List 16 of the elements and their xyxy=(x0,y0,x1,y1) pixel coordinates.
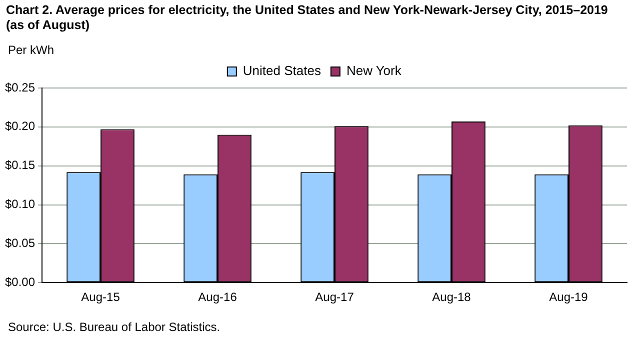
y-tick-label: $0.00 xyxy=(5,274,36,289)
y-tick-label: $0.25 xyxy=(5,80,36,94)
y-axis-title: Per kWh xyxy=(8,43,54,57)
x-tick-label: Aug-16 xyxy=(198,290,238,304)
legend-label: United States xyxy=(242,63,322,78)
x-tick-label: Aug-17 xyxy=(315,290,354,304)
y-tick-label: $0.15 xyxy=(5,158,36,172)
chart-title: Chart 2. Average prices for electricity, the United States and New York-Newark-Jersey City, 2015–2019 (as of August) xyxy=(6,3,609,33)
y-tick-label: $0.05 xyxy=(5,236,36,250)
x-tick-label: Aug-15 xyxy=(81,290,120,304)
x-tick-label: Aug-19 xyxy=(549,290,588,304)
y-tick-label: $0.10 xyxy=(5,197,36,212)
x-tick-label: Aug-18 xyxy=(432,290,472,304)
source-note: Source: U.S. Bureau of Labor Statistics. xyxy=(8,320,220,334)
y-tick-label: $0.20 xyxy=(5,119,36,134)
legend-label: New York xyxy=(346,63,402,78)
